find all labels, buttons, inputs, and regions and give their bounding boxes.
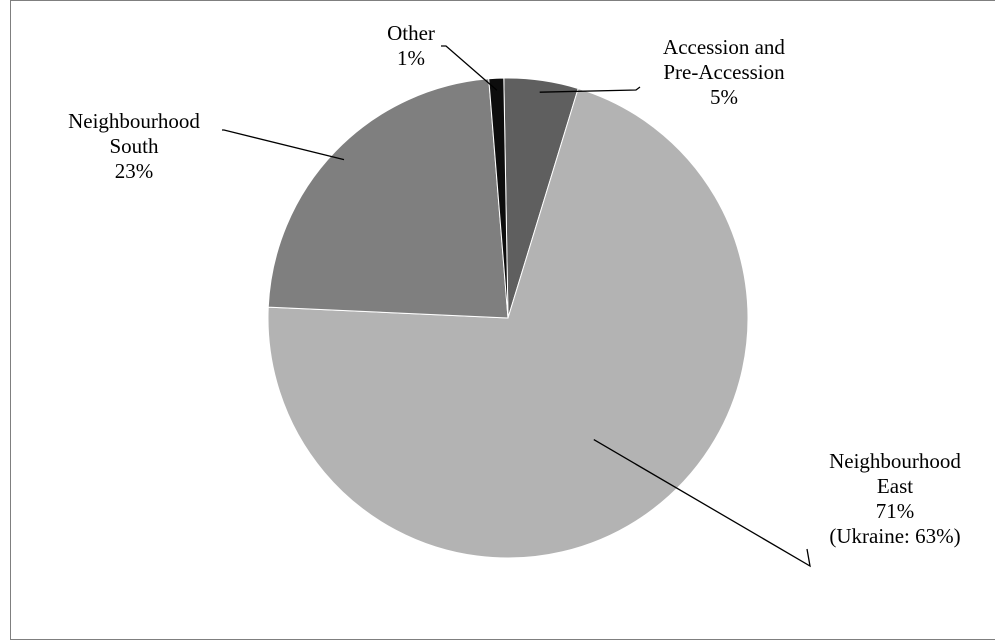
slice-label-neighbourhood-east: Neighbourhood East 71% (Ukraine: 63%) xyxy=(829,449,961,548)
slice-label-line: 5% xyxy=(710,85,738,109)
pie-slice-neighbourhood-south xyxy=(267,78,509,319)
slice-label-line: 1% xyxy=(397,46,425,70)
pie-slice-neighbourhood-east xyxy=(267,87,749,559)
slice-label-accession-and-pre-accession: Accession and Pre-Accession 5% xyxy=(663,35,785,109)
slice-label-other: Other 1% xyxy=(387,21,435,70)
leader-line-neighbourhood-east xyxy=(593,439,811,568)
slice-label-line: Neighbourhood xyxy=(68,109,200,133)
slice-label-line: Neighbourhood xyxy=(829,449,961,473)
slice-label-line: Accession and xyxy=(663,35,785,59)
slice-label-line: 71% xyxy=(876,499,915,523)
slice-label-line: Pre-Accession xyxy=(663,60,785,84)
slice-label-line: East xyxy=(877,474,913,498)
slice-label-line: Other xyxy=(387,21,435,45)
slice-label-line: 23% xyxy=(115,159,154,183)
leader-line-other xyxy=(441,45,498,91)
leader-line-neighbourhood-south xyxy=(222,129,345,161)
pie-chart: Accession and Pre-Accession 5% Neighbourhoo… xyxy=(68,21,961,568)
slice-label-line: South xyxy=(109,134,159,158)
slice-label-line: (Ukraine: 63%) xyxy=(829,524,960,548)
pie-slice-other xyxy=(488,77,509,319)
leader-line-accession-and-pre-accession xyxy=(539,86,641,93)
slice-label-neighbourhood-south: Neighbourhood South 23% xyxy=(68,109,200,183)
